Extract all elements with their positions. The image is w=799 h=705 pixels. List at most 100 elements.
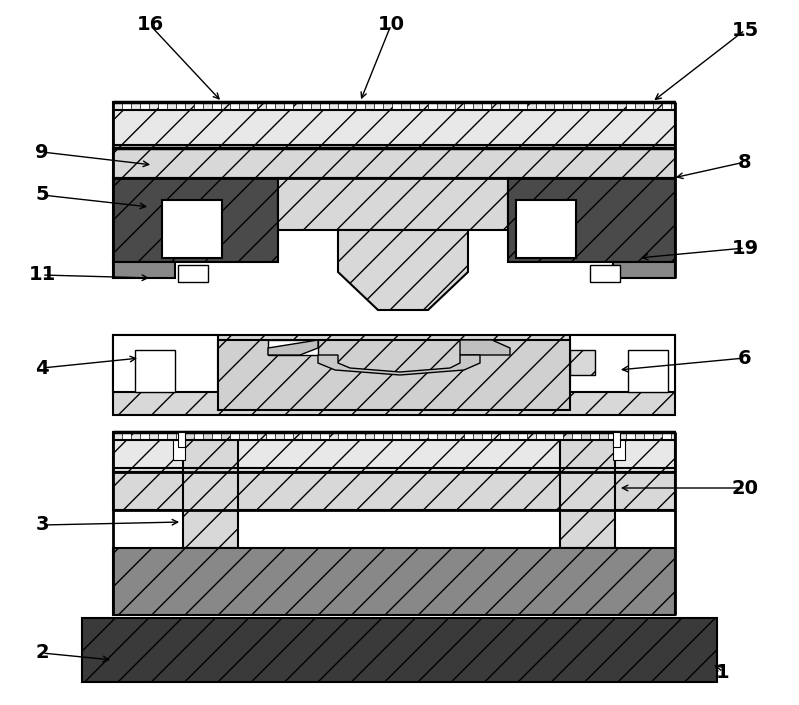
Bar (122, 102, 131, 110)
Bar (266, 102, 275, 110)
Bar (516, 200, 576, 258)
Bar (113, 148, 675, 178)
Bar (176, 432, 185, 440)
Bar (464, 432, 473, 440)
Bar (482, 432, 491, 440)
Bar (518, 102, 527, 110)
Text: 16: 16 (137, 16, 164, 35)
Text: 4: 4 (35, 359, 49, 377)
Bar (338, 102, 347, 110)
Bar (302, 102, 311, 110)
Bar (628, 350, 668, 392)
Text: 15: 15 (731, 20, 758, 39)
Bar (428, 432, 437, 440)
Bar (140, 432, 149, 440)
Bar (613, 432, 620, 447)
Text: 11: 11 (29, 266, 56, 285)
Bar (158, 102, 167, 110)
Text: 3: 3 (35, 515, 49, 534)
Bar (122, 432, 131, 440)
Bar (113, 178, 278, 262)
Bar (113, 102, 675, 148)
Bar (482, 102, 491, 110)
Bar (356, 102, 365, 110)
Bar (176, 102, 185, 110)
Bar (613, 440, 625, 460)
Bar (135, 350, 175, 392)
Text: 9: 9 (35, 142, 49, 161)
Bar (570, 335, 675, 392)
Polygon shape (268, 340, 318, 355)
Bar (302, 432, 311, 440)
Bar (194, 102, 203, 110)
Bar (392, 102, 401, 110)
Bar (338, 432, 347, 440)
Bar (248, 432, 257, 440)
Bar (230, 102, 239, 110)
Bar (140, 102, 149, 110)
Bar (446, 102, 455, 110)
Bar (320, 102, 329, 110)
Bar (508, 178, 675, 262)
Bar (113, 335, 675, 415)
Bar (410, 432, 419, 440)
Bar (248, 102, 257, 110)
Text: 6: 6 (738, 348, 752, 367)
Bar (178, 432, 185, 447)
Bar (613, 262, 675, 278)
Bar (644, 102, 653, 110)
Text: 5: 5 (35, 185, 49, 204)
Bar (464, 102, 473, 110)
Text: 20: 20 (732, 479, 758, 498)
Bar (320, 432, 329, 440)
Bar (570, 350, 595, 375)
Polygon shape (318, 355, 480, 375)
Bar (374, 102, 383, 110)
Bar (608, 432, 617, 440)
Bar (284, 432, 293, 440)
Bar (82, 618, 717, 682)
Text: 8: 8 (738, 152, 752, 171)
Text: 2: 2 (35, 644, 49, 663)
Bar (194, 432, 203, 440)
Text: 10: 10 (377, 16, 404, 35)
Bar (554, 432, 563, 440)
Bar (113, 432, 675, 472)
Bar (644, 432, 653, 440)
Bar (536, 432, 545, 440)
Polygon shape (268, 340, 318, 355)
Bar (173, 440, 185, 460)
Bar (284, 102, 293, 110)
Bar (356, 432, 365, 440)
Text: 19: 19 (731, 238, 758, 257)
Bar (590, 265, 620, 282)
Bar (590, 102, 599, 110)
Bar (626, 432, 635, 440)
Bar (266, 432, 275, 440)
Bar (446, 432, 455, 440)
Bar (392, 432, 401, 440)
Bar (113, 335, 218, 392)
Bar (626, 102, 635, 110)
Bar (536, 102, 545, 110)
Bar (608, 102, 617, 110)
Bar (662, 432, 671, 440)
Bar (572, 432, 581, 440)
Bar (183, 432, 238, 548)
Bar (500, 102, 509, 110)
Bar (278, 178, 508, 230)
Bar (212, 432, 221, 440)
Bar (113, 548, 675, 615)
Bar (572, 102, 581, 110)
Bar (428, 102, 437, 110)
Polygon shape (460, 340, 510, 355)
Bar (113, 472, 675, 510)
Bar (230, 432, 239, 440)
Bar (500, 432, 509, 440)
Bar (178, 265, 208, 282)
Bar (218, 340, 570, 410)
Bar (410, 102, 419, 110)
Bar (662, 102, 671, 110)
Bar (554, 102, 563, 110)
Bar (158, 432, 167, 440)
